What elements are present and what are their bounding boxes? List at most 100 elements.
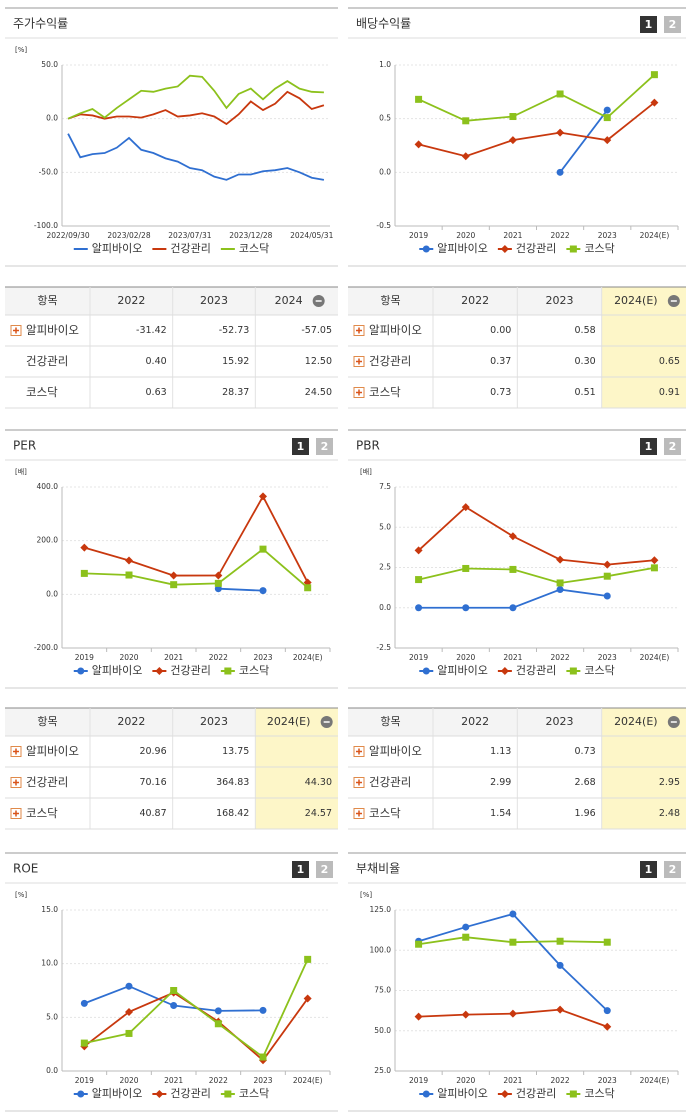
marker-square <box>80 569 88 577</box>
table-header: 2024(E) <box>614 294 658 307</box>
x-tick-label: 2022/09/30 <box>46 231 89 240</box>
y-tick-label: -50.0 <box>39 167 59 176</box>
page-button-label[interactable]: 1 <box>645 18 653 31</box>
marker-diamond <box>125 1007 133 1016</box>
table-cell: 2.48 <box>659 808 680 819</box>
x-tick-label: 2024(E) <box>293 1076 323 1085</box>
table-header: 2022 <box>117 715 145 728</box>
table-cell: 0.30 <box>575 356 596 367</box>
marker-circle <box>77 667 85 675</box>
expand-icon-plus <box>356 748 362 755</box>
page-button[interactable] <box>292 438 309 455</box>
y-tick-label: 0.0 <box>46 589 58 598</box>
marker-diamond <box>508 1009 517 1018</box>
page-button[interactable] <box>640 438 657 455</box>
x-tick-label: 2019 <box>409 1076 428 1085</box>
page-button-label[interactable]: 2 <box>669 440 677 453</box>
marker-circle <box>422 667 430 675</box>
y-tick-label: 7.5 <box>379 482 391 491</box>
marker-square <box>125 1029 133 1037</box>
unit-label: [배] <box>15 467 27 476</box>
y-tick-label: 5.0 <box>46 1012 58 1021</box>
marker-square <box>462 117 470 125</box>
page-button[interactable] <box>640 861 657 878</box>
table-cell: 70.16 <box>139 777 166 788</box>
x-tick-label: 2023/02/28 <box>107 231 150 240</box>
marker-square <box>556 90 564 98</box>
page-button-label[interactable]: 2 <box>321 863 329 876</box>
y-tick-label: 2.5 <box>379 563 391 572</box>
marker-circle <box>259 1006 267 1014</box>
page-button[interactable] <box>664 438 681 455</box>
legend-label: 코스닥 <box>584 1087 614 1100</box>
row-name: 알피바이오 <box>369 744 422 758</box>
expand-icon-plus <box>356 358 362 365</box>
x-tick-label: 2020 <box>119 1076 138 1085</box>
table-header: 항목 <box>37 294 57 307</box>
x-tick-label: 2021 <box>164 1076 183 1085</box>
page-button-label[interactable]: 1 <box>297 440 305 453</box>
page-button[interactable] <box>664 16 681 33</box>
estimate-column-bg <box>601 287 686 408</box>
marker-circle <box>509 604 517 612</box>
series-line <box>84 494 309 583</box>
expand-icon-plus <box>356 779 362 786</box>
page-button-label[interactable]: 2 <box>669 18 677 31</box>
table-cell: 2.99 <box>490 777 511 788</box>
marker-diamond <box>508 532 517 541</box>
marker-circle <box>556 168 564 176</box>
x-tick-label: 2024(E) <box>640 653 670 662</box>
x-tick-label: 2024(E) <box>640 1076 670 1085</box>
page-button-label[interactable]: 2 <box>669 863 677 876</box>
marker-diamond <box>303 994 312 1003</box>
y-tick-label: -100.0 <box>34 221 58 230</box>
marker-square <box>415 576 423 584</box>
table-cell: 364.83 <box>216 777 249 788</box>
y-tick-label: 0.5 <box>379 114 391 123</box>
x-tick-label: 2021 <box>164 653 183 662</box>
x-tick-label: 2024/05/31 <box>290 231 333 240</box>
legend-label: 알피바이오 <box>92 241 143 255</box>
page-button[interactable] <box>640 16 657 33</box>
y-tick-label: 50.0 <box>374 1026 391 1035</box>
series-line <box>559 109 608 173</box>
expand-icon-plus <box>13 810 19 817</box>
marker-circle <box>462 923 470 931</box>
marker-square <box>650 71 658 79</box>
expand-icon-plus <box>356 810 362 817</box>
page-button-label[interactable]: 1 <box>297 863 305 876</box>
page-button-label[interactable]: 1 <box>645 440 653 453</box>
table-cell: 168.42 <box>216 808 249 819</box>
series-line <box>218 587 264 592</box>
marker-diamond <box>169 571 178 580</box>
page-button[interactable] <box>316 861 333 878</box>
table-header: 2023 <box>200 294 228 307</box>
marker-square <box>569 1090 577 1098</box>
marker-square <box>224 1090 232 1098</box>
marker-circle <box>77 1090 85 1098</box>
marker-diamond <box>556 555 565 564</box>
marker-diamond <box>259 492 267 501</box>
table-cell: -52.73 <box>219 325 250 336</box>
marker-diamond <box>603 560 612 569</box>
marker-diamond <box>603 136 612 145</box>
chart-title: ROE <box>13 862 38 876</box>
marker-square <box>556 937 564 945</box>
page-button[interactable] <box>316 438 333 455</box>
page-button-label[interactable]: 2 <box>321 440 329 453</box>
series-line <box>67 133 325 181</box>
x-tick-label: 2023/07/31 <box>168 231 211 240</box>
table-header: 2023 <box>546 294 574 307</box>
page-button-label[interactable]: 1 <box>645 863 653 876</box>
x-tick-label: 2023 <box>598 1076 617 1085</box>
series-line <box>67 90 325 126</box>
marker-square <box>569 667 577 675</box>
row-name: 건강관리 <box>369 775 411 789</box>
marker-diamond <box>603 1022 612 1031</box>
table-cell: 0.63 <box>146 387 167 398</box>
page-button[interactable] <box>292 861 309 878</box>
y-tick-label: 0.0 <box>379 603 391 612</box>
page-button[interactable] <box>664 861 681 878</box>
legend-label: 코스닥 <box>239 242 269 255</box>
legend-label: 알피바이오 <box>437 663 488 677</box>
